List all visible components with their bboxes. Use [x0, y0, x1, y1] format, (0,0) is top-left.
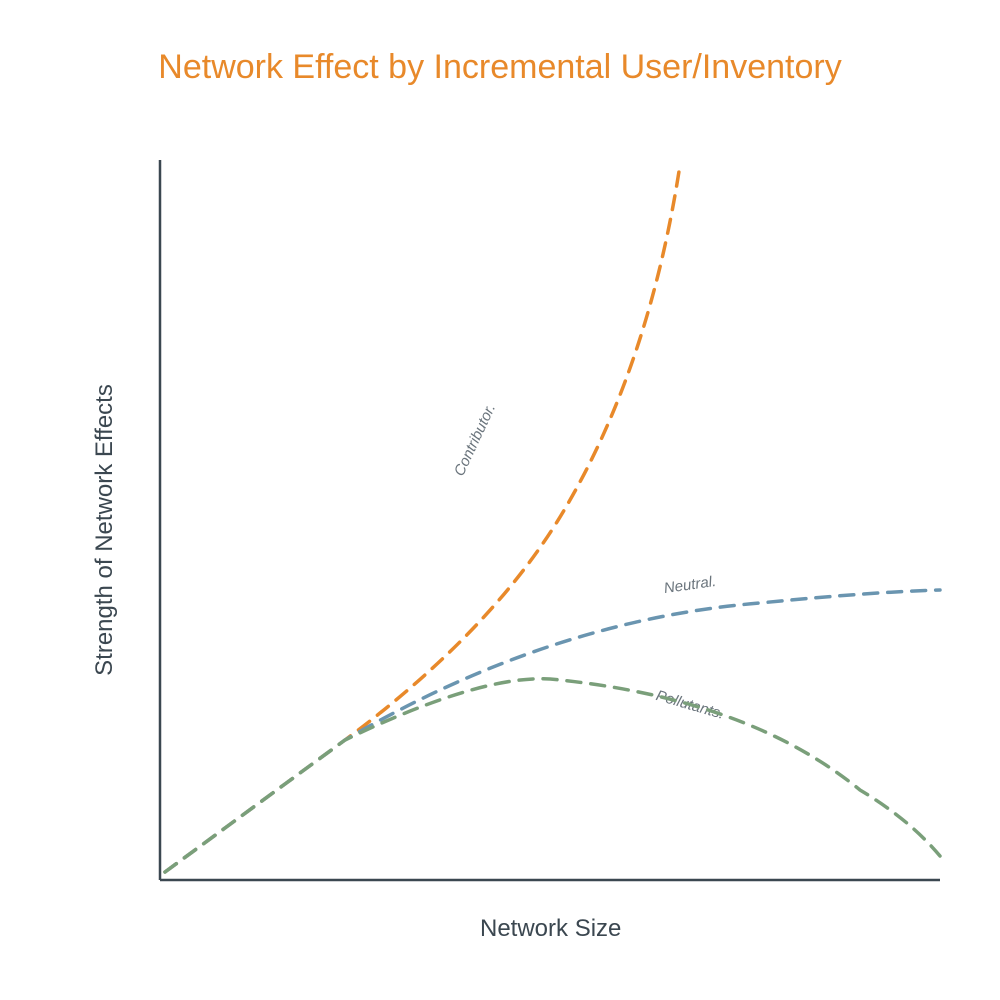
contributor-curve: [165, 165, 680, 872]
chart-plot: [0, 0, 1000, 1000]
pollutants-curve: [165, 679, 940, 872]
neutral-curve: [165, 590, 940, 872]
